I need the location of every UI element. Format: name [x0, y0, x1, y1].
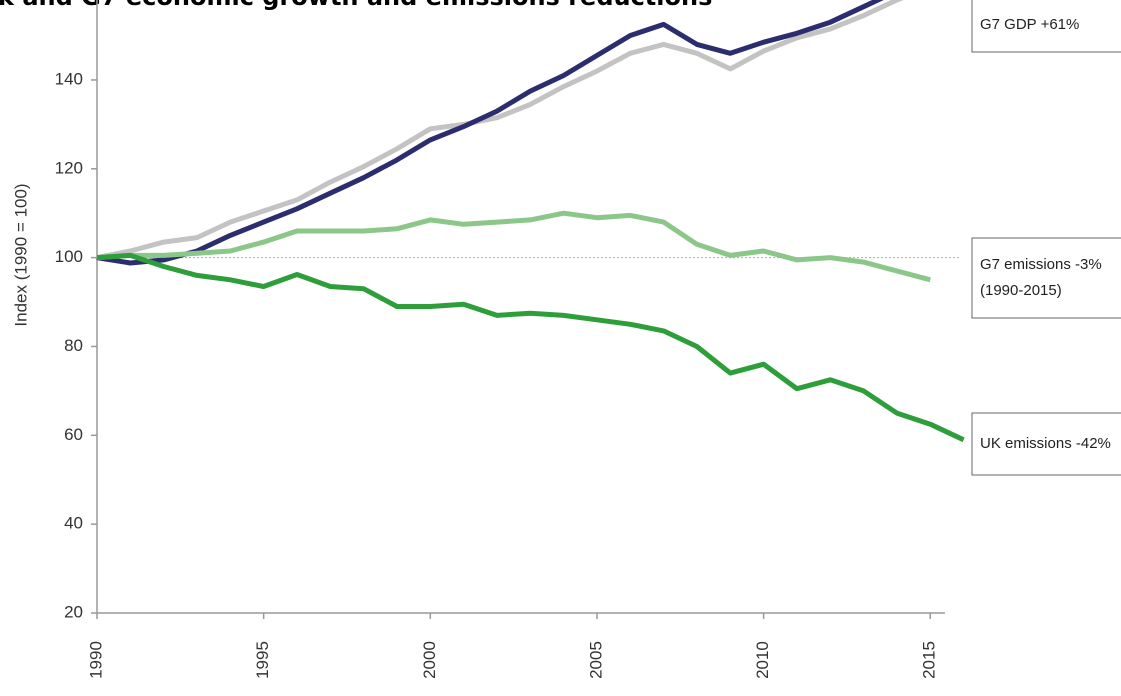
x-tick-label: 2015 — [920, 641, 939, 679]
y-tick-label: 100 — [55, 247, 83, 266]
y-tick-label: 80 — [64, 336, 83, 355]
series-line — [96, 252, 965, 443]
annotation-box — [971, 237, 1121, 319]
series-line — [96, 0, 904, 261]
annotation-text: (1990-2015) — [980, 282, 1062, 299]
y-tick-label: 140 — [55, 69, 83, 88]
y-tick-label: 20 — [64, 602, 83, 621]
x-tick-label: 1995 — [253, 641, 272, 679]
x-tick-label: 2000 — [420, 641, 439, 679]
series-line — [96, 210, 931, 283]
annotation-text: G7 emissions -3% — [980, 256, 1102, 273]
y-tick-label: 40 — [64, 514, 83, 533]
y-tick-label: 120 — [55, 158, 83, 177]
annotation-box — [971, 0, 1121, 53]
annotation-box — [971, 412, 1121, 476]
series-line — [96, 0, 884, 266]
x-tick-label: 2005 — [586, 641, 605, 679]
y-axis-label: Index (1990 = 100) — [11, 183, 30, 326]
chart-title: k and G7 economic growth and emissions r… — [0, 0, 712, 11]
annotation-text: UK emissions -42% — [980, 435, 1111, 452]
x-tick-label: 1990 — [86, 641, 105, 679]
annotation-text: G7 GDP +61% — [980, 16, 1079, 33]
y-tick-label: 60 — [64, 425, 83, 444]
x-tick-label: 2010 — [753, 641, 772, 679]
